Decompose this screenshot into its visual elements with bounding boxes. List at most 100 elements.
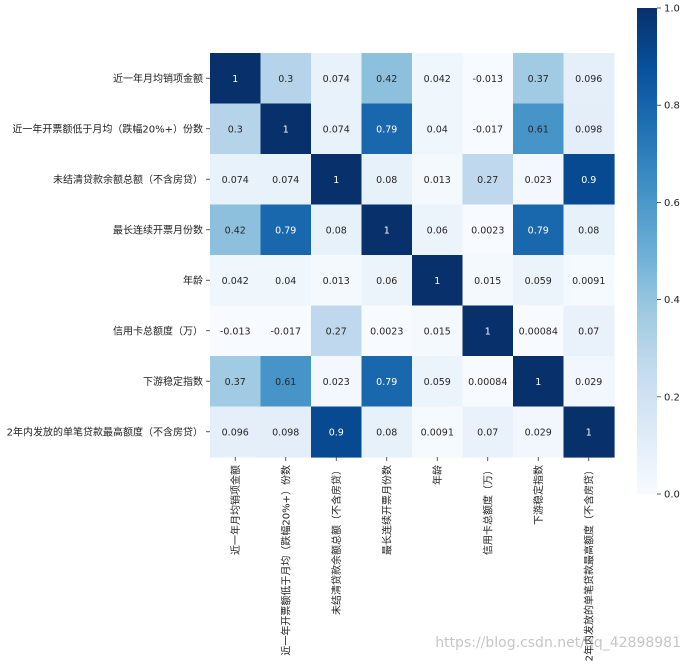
heatmap-cell <box>563 53 615 105</box>
heatmap-cell <box>412 255 464 307</box>
column-tick-label: 年龄 <box>431 465 444 485</box>
heatmap-cell <box>361 103 413 155</box>
heatmap-cell <box>412 305 464 357</box>
heatmap-cell <box>361 305 413 357</box>
cell-value-label: 1 <box>434 276 440 287</box>
heatmap-cell <box>260 406 312 458</box>
row-tick-label: 近一年月均销项金额 <box>113 72 203 85</box>
cell-value-label: 0.3 <box>278 74 293 85</box>
heatmap-cell <box>361 255 413 307</box>
row-tick-label: 未结清贷款余额总额（不含房贷） <box>53 173 203 186</box>
heatmap-cell <box>361 356 413 408</box>
cell-value-label: 0.029 <box>575 377 602 388</box>
row-tick-labels: 近一年月均销项金额近一年开票额低于月均（跌幅20%+）份数未结清贷款余额总额（不… <box>7 72 210 438</box>
colorbar-tick-label: 0.4 <box>664 295 680 306</box>
heatmap-cell <box>563 305 615 357</box>
heatmap-cells: 1 0.3 0.074 0.42 0.042 -0.013 0.37 0.096 0.3 1 0.0… <box>210 53 615 458</box>
cell-value-label: 0.04 <box>275 276 296 287</box>
cell-value-label: 1 <box>485 326 491 337</box>
row-tick-label: 近一年开票额低于月均（跌幅20%+）份数 <box>12 122 203 135</box>
cell-value-label: 1 <box>586 427 592 438</box>
cell-value-label: 0.37 <box>225 377 246 388</box>
heatmap-cell <box>210 406 262 458</box>
cell-value-label: 0.08 <box>376 427 397 438</box>
heatmap-cell <box>513 204 565 256</box>
heatmap-cell <box>513 53 565 105</box>
heatmap-cell <box>260 356 312 408</box>
heatmap-cell <box>513 255 565 307</box>
cell-value-label: 1 <box>232 74 238 85</box>
cell-value-label: 0.61 <box>275 377 296 388</box>
cell-value-label: 0.08 <box>578 225 599 236</box>
row-tick-label: 最长连续开票月份数 <box>113 223 203 236</box>
cell-value-label: 0.79 <box>376 377 397 388</box>
cell-value-label: 0.0023 <box>471 225 504 236</box>
cell-value-label: 0.07 <box>578 326 599 337</box>
cell-value-label: 0.074 <box>222 175 249 186</box>
cell-value-label: -0.017 <box>270 326 301 337</box>
heatmap-cell <box>412 204 464 256</box>
heatmap-cell <box>563 103 615 155</box>
heatmap-cell <box>210 204 262 256</box>
heatmap-cell <box>260 53 312 105</box>
heatmap-cell <box>311 204 363 256</box>
heatmap-cell <box>311 103 363 155</box>
colorbar-tick-label: 0.6 <box>664 198 680 209</box>
heatmap-cell <box>210 53 262 105</box>
heatmap-cell <box>563 356 615 408</box>
heatmap-cell <box>513 154 565 206</box>
cell-value-label: 0.3 <box>228 124 243 135</box>
heatmap-cell <box>412 103 464 155</box>
cell-value-label: -0.017 <box>472 124 503 135</box>
heatmap-cell <box>462 305 514 357</box>
heatmap-cell <box>361 154 413 206</box>
heatmap-cell <box>361 204 413 256</box>
cell-value-label: 0.07 <box>477 427 498 438</box>
row-tick-label: 2年内发放的单笔贷款最高额度（不含房贷） <box>7 425 203 438</box>
heatmap-cell <box>210 103 262 155</box>
heatmap-cell <box>311 154 363 206</box>
heatmap-cell <box>462 53 514 105</box>
heatmap-cell <box>462 356 514 408</box>
cell-value-label: 0.074 <box>323 124 350 135</box>
heatmap-cell <box>412 53 464 105</box>
column-tick-label: 下游稳定指数 <box>532 465 545 525</box>
cell-value-label: 0.0091 <box>572 276 605 287</box>
column-tick-label: 近一年月均销项金额 <box>229 465 242 555</box>
colorbar-tick-label: 1.0 <box>664 4 680 15</box>
colorbar-tick-label: 0.0 <box>664 490 680 501</box>
cell-value-label: -0.013 <box>220 326 251 337</box>
cell-value-label: 0.61 <box>528 124 549 135</box>
heatmap-cell <box>260 255 312 307</box>
cell-value-label: 0.074 <box>323 74 350 85</box>
heatmap-cell <box>311 305 363 357</box>
heatmap-cell <box>361 406 413 458</box>
cell-value-label: 0.79 <box>275 225 296 236</box>
colorbar-gradient <box>637 8 657 494</box>
cell-value-label: 0.9 <box>329 427 344 438</box>
heatmap-cell <box>513 356 565 408</box>
row-tick-label: 下游稳定指数 <box>143 375 203 388</box>
heatmap-cell <box>361 53 413 105</box>
cell-value-label: 0.042 <box>222 276 249 287</box>
column-tick-label: 最长连续开票月份数 <box>380 465 393 555</box>
heatmap-cell <box>513 305 565 357</box>
cell-value-label: 0.096 <box>222 427 249 438</box>
cell-value-label: 0.029 <box>525 427 552 438</box>
heatmap-cell <box>412 356 464 408</box>
heatmap-cell <box>210 356 262 408</box>
cell-value-label: 0.27 <box>477 175 498 186</box>
cell-value-label: 1 <box>384 225 390 236</box>
watermark-text: https://blog.csdn.net/qq_42898981 <box>435 635 681 651</box>
column-tick-label: 未结清贷款余额总额（不含房贷） <box>330 465 343 615</box>
cell-value-label: 0.06 <box>376 276 397 287</box>
heatmap-cell <box>462 103 514 155</box>
heatmap-cell <box>260 154 312 206</box>
cell-value-label: 0.08 <box>376 175 397 186</box>
cell-value-label: 0.023 <box>525 175 552 186</box>
column-tick-labels: 近一年月均销项金额 近一年开票额低于月均（跌幅20%+）份数 未结清贷款余额总额（不… <box>229 457 595 661</box>
heatmap-cell <box>462 154 514 206</box>
heatmap-cell <box>563 204 615 256</box>
heatmap-cell <box>462 204 514 256</box>
